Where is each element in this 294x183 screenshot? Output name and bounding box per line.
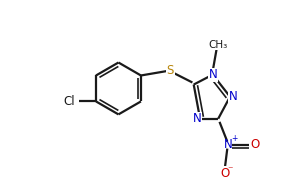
- Text: O: O: [250, 138, 259, 151]
- Text: N: N: [224, 138, 233, 151]
- Text: +: +: [231, 135, 238, 143]
- Text: N: N: [193, 112, 201, 125]
- Text: Cl: Cl: [64, 95, 75, 108]
- Text: CH₃: CH₃: [208, 40, 228, 50]
- Text: N: N: [229, 90, 238, 103]
- Text: S: S: [167, 64, 174, 77]
- Text: O: O: [220, 167, 229, 180]
- Text: N: N: [208, 68, 217, 81]
- Text: ⁻: ⁻: [228, 166, 233, 176]
